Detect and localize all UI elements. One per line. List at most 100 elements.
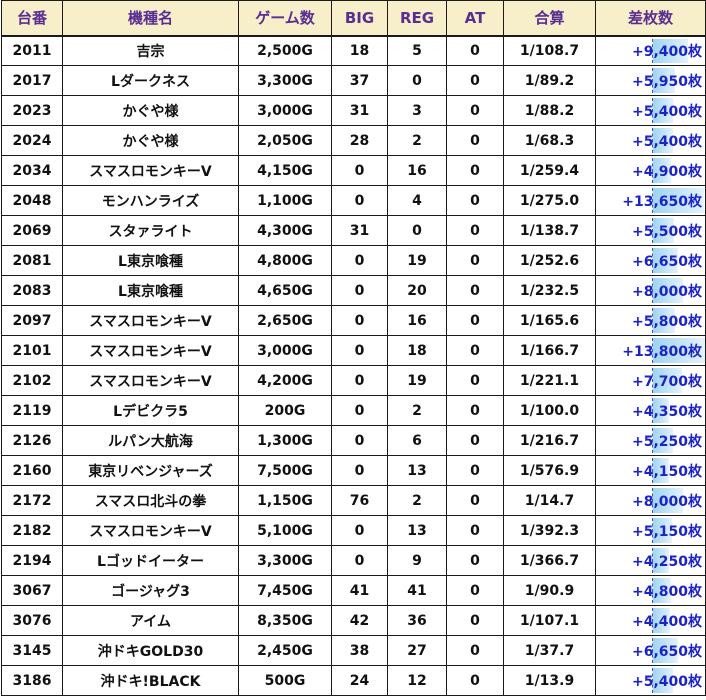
diff-cell: +4,250枚 xyxy=(595,545,706,576)
big-count-cell: 0 xyxy=(331,425,388,456)
machine-name-cell: Lゴッドイーター xyxy=(62,545,239,576)
big-count-cell: 76 xyxy=(331,485,388,516)
diff-data-bar xyxy=(652,368,682,393)
header-at: AT xyxy=(446,0,504,37)
combined-rate-cell: 1/232.5 xyxy=(503,275,596,306)
machine-number-cell: 3186 xyxy=(1,665,63,696)
header-machine-number: 台番 xyxy=(1,0,63,37)
big-count-cell: 18 xyxy=(331,35,388,66)
machine-number-cell: 2126 xyxy=(1,425,63,456)
game-count-cell: 4,800G xyxy=(238,245,332,276)
game-count-cell: 5,100G xyxy=(238,515,332,546)
diff-cell: +6,650枚 xyxy=(595,635,706,666)
reg-count-cell: 9 xyxy=(387,545,447,576)
machine-name-cell: スマスロモンキーV xyxy=(62,155,239,186)
diff-value: +5,950枚 xyxy=(631,73,702,90)
reg-count-cell: 27 xyxy=(387,635,447,666)
table-row: 2101 スマスロモンキーV 3,000G 0 18 0 1/166.7 +13,800枚 xyxy=(1,335,706,366)
at-count-cell: 0 xyxy=(446,485,504,516)
combined-rate-cell: 1/392.3 xyxy=(503,515,596,546)
diff-value: +5,250枚 xyxy=(631,433,702,450)
diff-value: +5,400枚 xyxy=(631,133,702,150)
reg-count-cell: 16 xyxy=(387,155,447,186)
at-count-cell: 0 xyxy=(446,275,504,306)
diff-cell: +13,800枚 xyxy=(595,335,706,366)
machine-number-cell: 2182 xyxy=(1,515,63,546)
machine-name-cell: かぐや様 xyxy=(62,125,239,156)
table-row: 2017 Lダークネス 3,300G 37 0 0 1/89.2 +5,950枚 xyxy=(1,65,706,96)
table-row: 3186 沖ドキ!BLACK 500G 24 12 0 1/13.9 +5,400枚 xyxy=(1,665,706,696)
machine-name-cell: 東京リベンジャーズ xyxy=(62,455,239,486)
table-body: 2011 吉宗 2,500G 18 5 0 1/108.7 +9,400枚 2017 Lダークネス… xyxy=(1,35,706,696)
at-count-cell: 0 xyxy=(446,575,504,606)
diff-value: +5,400枚 xyxy=(631,103,702,120)
diff-value: +4,800枚 xyxy=(631,583,702,600)
table-row: 2172 スマスロ北斗の拳 1,150G 76 2 0 1/14.7 +8,000枚 xyxy=(1,485,706,516)
diff-data-bar xyxy=(652,248,678,273)
table-row: 2160 東京リベンジャーズ 7,500G 0 13 0 1/576.9 +4,150枚 xyxy=(1,455,706,486)
at-count-cell: 0 xyxy=(446,335,504,366)
combined-rate-cell: 1/216.7 xyxy=(503,425,596,456)
machine-number-cell: 2024 xyxy=(1,125,63,156)
header-machine-name: 機種名 xyxy=(62,0,239,37)
at-count-cell: 0 xyxy=(446,215,504,246)
machine-name-cell: ルパン大航海 xyxy=(62,425,239,456)
diff-value: +13,650枚 xyxy=(622,193,702,210)
at-count-cell: 0 xyxy=(446,95,504,126)
big-count-cell: 42 xyxy=(331,605,388,636)
diff-data-bar xyxy=(652,98,673,123)
reg-count-cell: 13 xyxy=(387,455,447,486)
diff-data-bar xyxy=(652,68,675,93)
diff-data-bar xyxy=(652,668,673,693)
machine-name-cell: Lダークネス xyxy=(62,65,239,96)
machine-name-cell: 沖ドキGOLD30 xyxy=(62,635,239,666)
diff-value: +6,650枚 xyxy=(631,643,702,660)
combined-rate-cell: 1/14.7 xyxy=(503,485,596,516)
combined-rate-cell: 1/100.0 xyxy=(503,395,596,426)
reg-count-cell: 36 xyxy=(387,605,447,636)
combined-rate-cell: 1/13.9 xyxy=(503,665,596,696)
big-count-cell: 0 xyxy=(331,545,388,576)
diff-value: +5,500枚 xyxy=(631,223,702,240)
diff-data-bar xyxy=(652,218,674,243)
machine-name-cell: スタァライト xyxy=(62,215,239,246)
machine-name-cell: スマスロ北斗の拳 xyxy=(62,485,239,516)
game-count-cell: 4,300G xyxy=(238,215,332,246)
at-count-cell: 0 xyxy=(446,605,504,636)
diff-value: +8,000枚 xyxy=(631,283,702,300)
combined-rate-cell: 1/138.7 xyxy=(503,215,596,246)
game-count-cell: 3,300G xyxy=(238,545,332,576)
machine-number-cell: 2011 xyxy=(1,35,63,66)
machine-number-cell: 2083 xyxy=(1,275,63,306)
big-count-cell: 0 xyxy=(331,245,388,276)
game-count-cell: 4,200G xyxy=(238,365,332,396)
diff-cell: +13,650枚 xyxy=(595,185,706,216)
machine-number-cell: 2101 xyxy=(1,335,63,366)
machine-number-cell: 2017 xyxy=(1,65,63,96)
game-count-cell: 4,150G xyxy=(238,155,332,186)
reg-count-cell: 2 xyxy=(387,125,447,156)
reg-count-cell: 18 xyxy=(387,335,447,366)
machine-number-cell: 2119 xyxy=(1,395,63,426)
machine-name-cell: L東京喰種 xyxy=(62,245,239,276)
table-row: 2011 吉宗 2,500G 18 5 0 1/108.7 +9,400枚 xyxy=(1,35,706,66)
big-count-cell: 38 xyxy=(331,635,388,666)
diff-cell: +5,950枚 xyxy=(595,65,706,96)
diff-data-bar xyxy=(652,128,673,153)
combined-rate-cell: 1/107.1 xyxy=(503,605,596,636)
game-count-cell: 2,500G xyxy=(238,35,332,66)
reg-count-cell: 4 xyxy=(387,185,447,216)
machine-number-cell: 2102 xyxy=(1,365,63,396)
combined-rate-cell: 1/108.7 xyxy=(503,35,596,66)
game-count-cell: 2,650G xyxy=(238,305,332,336)
machine-name-cell: スマスロモンキーV xyxy=(62,305,239,336)
big-count-cell: 0 xyxy=(331,155,388,186)
diff-value: +4,900枚 xyxy=(631,163,702,180)
combined-rate-cell: 1/89.2 xyxy=(503,65,596,96)
at-count-cell: 0 xyxy=(446,185,504,216)
table-row: 2097 スマスロモンキーV 2,650G 0 16 0 1/165.6 +5,800枚 xyxy=(1,305,706,336)
at-count-cell: 0 xyxy=(446,155,504,186)
at-count-cell: 0 xyxy=(446,455,504,486)
table-row: 2119 Lデビクラ5 200G 0 2 0 1/100.0 +4,350枚 xyxy=(1,395,706,426)
diff-value: +4,250枚 xyxy=(631,553,702,570)
